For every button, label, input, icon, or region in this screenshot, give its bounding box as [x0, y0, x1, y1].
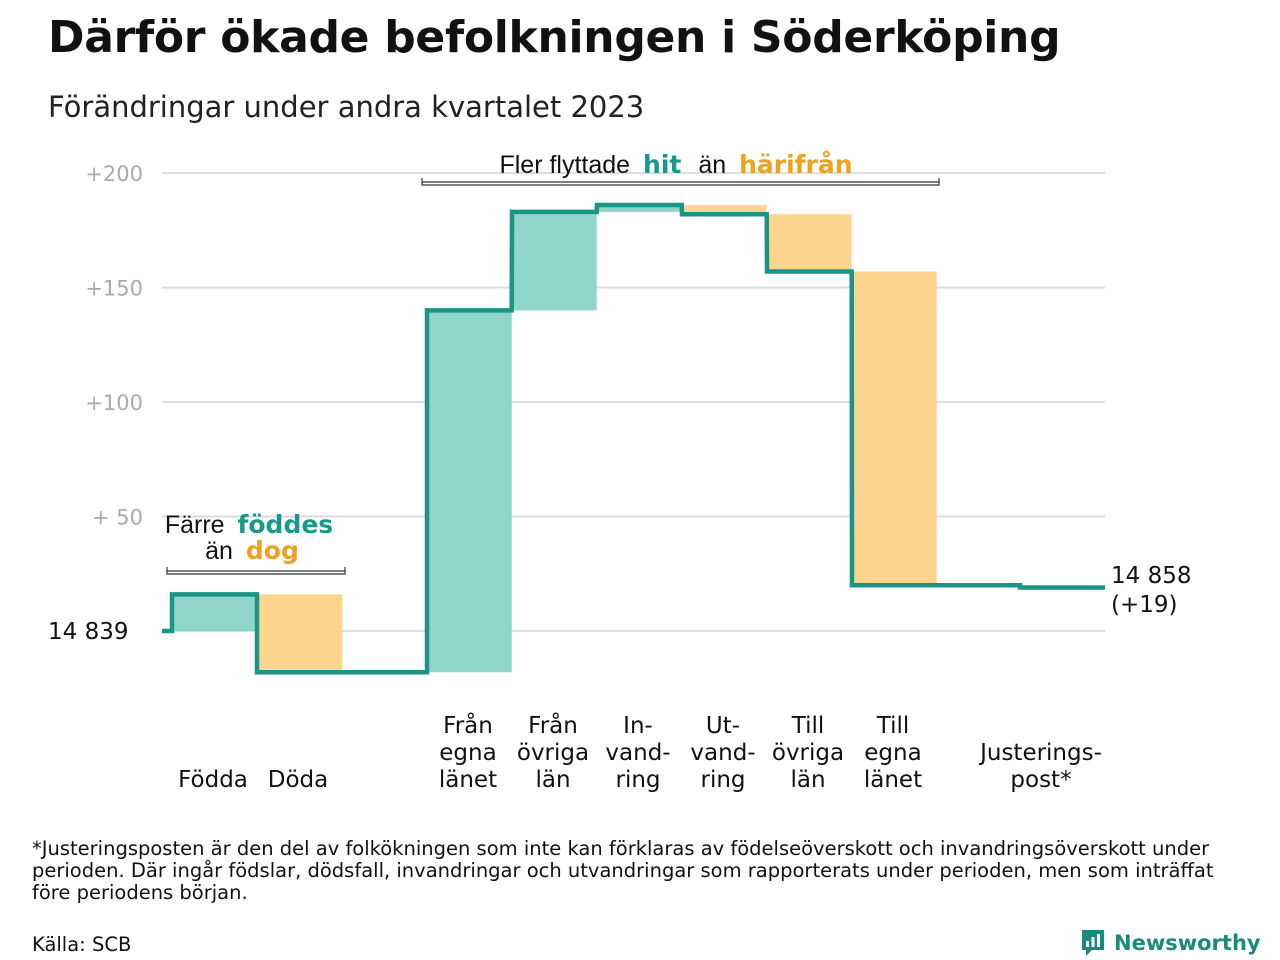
y-tick-label: +150 [85, 277, 143, 301]
category-label: Från [443, 711, 493, 739]
category-label: ring [700, 767, 745, 793]
gridlines [162, 172, 1105, 632]
category-label: egna [864, 740, 921, 766]
category-label: län [790, 767, 825, 793]
category-label: övriga [517, 740, 589, 766]
category-label: vand- [690, 740, 755, 766]
category-label: länet [864, 767, 922, 793]
moves-annotation-text: Fler flyttade [499, 151, 630, 179]
cumulative-step-line [162, 202, 1105, 675]
category-label: egna [439, 740, 496, 766]
chart-subtitle: Förändringar under andra kvartalet 2023 [48, 90, 645, 124]
births-annotation-text-2: än [205, 537, 233, 565]
moves-bracket [421, 178, 940, 186]
births-bracket [166, 567, 346, 575]
svg-text:Fler flyttade hit: Fler flyttade hit än härifrån [499, 150, 852, 179]
y-tick-label: + 50 [92, 506, 143, 530]
deaths-word: dog [246, 536, 299, 565]
category-label: Justerings- [978, 740, 1102, 766]
category-label: länet [439, 767, 497, 793]
category-label: In- [623, 713, 653, 739]
bar-till-övriga-län [767, 214, 852, 272]
source-label: Källa: SCB [32, 933, 132, 956]
bar-födda [172, 594, 257, 631]
cumulative-line [162, 202, 1105, 675]
category-label: Födda [178, 767, 248, 793]
y-tick-labels: +200 +150 +100 + 50 [85, 162, 143, 530]
waterfall-bars [172, 205, 937, 673]
chart-title: Därför ökade befolkningen i Söderköping [48, 12, 1061, 63]
category-label: Döda [268, 767, 328, 793]
moves-in-word: hit [643, 150, 681, 179]
category-label: Från [528, 711, 578, 739]
end-value-label: 14 858 [1111, 563, 1191, 589]
y-tick-label: +200 [85, 162, 143, 186]
svg-text:än dog: än dog [205, 536, 299, 565]
category-label: övriga [772, 740, 844, 766]
category-label: vand- [605, 740, 670, 766]
category-label: ring [615, 767, 660, 793]
svg-text:Färre föddes: Färre föddes [165, 510, 333, 539]
births-word: föddes [238, 510, 334, 539]
category-label: Till [876, 713, 910, 739]
moves-annotation-mid: än [698, 151, 726, 179]
category-label: Ut- [706, 713, 740, 739]
bar-utvandring [682, 205, 767, 215]
newsworthy-icon [1082, 930, 1104, 956]
category-labels: Födda DödaFrånegnalänetFrånövrigalänIn-va… [178, 711, 1102, 793]
births-annotation-text: Färre [165, 511, 225, 539]
bar-döda [257, 594, 343, 673]
moves-out-word: härifrån [739, 150, 852, 179]
brand-name: Newsworthy [1114, 931, 1261, 955]
bar-från-egna-länet [427, 310, 512, 673]
bar-invandring [597, 205, 682, 212]
bar-från-övriga-län [512, 211, 597, 311]
end-change-label: (+19) [1111, 592, 1177, 618]
footnote: *Justeringsposten är den del av folkökni… [32, 837, 1214, 904]
category-label: Till [791, 713, 825, 739]
moves-annotation: Fler flyttade hit än härifrån [421, 150, 940, 186]
y-tick-label: +100 [85, 391, 143, 415]
newsworthy-logo: Newsworthy [1080, 928, 1261, 958]
category-label: post* [1010, 767, 1071, 793]
start-value-label: 14 839 [48, 619, 128, 645]
bar-till-egna-länet [852, 271, 937, 586]
births-annotation: Färre föddes än dog [165, 510, 346, 575]
category-label: län [535, 767, 570, 793]
